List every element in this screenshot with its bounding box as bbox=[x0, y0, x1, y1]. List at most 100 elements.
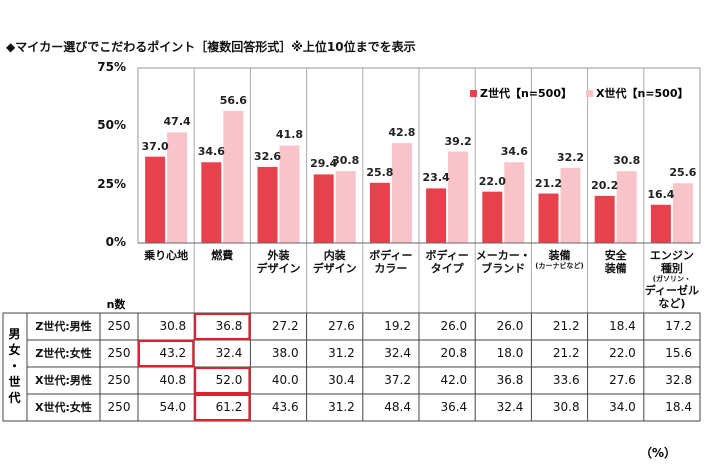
table-cell: 36.8 bbox=[496, 373, 524, 387]
bar-value-label: 30.8 bbox=[613, 154, 641, 168]
bar-x bbox=[448, 151, 469, 243]
bar-z bbox=[426, 188, 447, 243]
n-header: n数 bbox=[106, 298, 126, 311]
table-cell: 20.8 bbox=[440, 346, 468, 360]
y-tick-label: 25% bbox=[97, 176, 126, 191]
table-cell: 21.2 bbox=[552, 346, 580, 360]
category-line: ディーゼルなど) bbox=[644, 284, 699, 310]
category-line: デザイン bbox=[256, 262, 301, 275]
table-cell: 54.0 bbox=[159, 400, 187, 414]
bar-value-label: 47.4 bbox=[163, 115, 191, 129]
table-cell: 61.2 bbox=[215, 400, 243, 414]
bar-value-label: 34.6 bbox=[197, 145, 225, 159]
table-cell: 32.4 bbox=[496, 400, 524, 414]
bar-x bbox=[560, 167, 581, 243]
legend-item: X世代【n=500】 bbox=[586, 82, 689, 101]
category-line: ボディー bbox=[425, 249, 469, 262]
highlight-box bbox=[194, 313, 251, 340]
table-cell: 30.4 bbox=[328, 373, 355, 387]
category-header: 乗り心地 bbox=[138, 249, 194, 262]
bar-value-label: 22.0 bbox=[478, 174, 506, 188]
table-cell: 27.2 bbox=[271, 319, 299, 333]
category-header: ボディー カラー bbox=[363, 249, 419, 275]
category-line: 安全 bbox=[604, 249, 627, 262]
table-cell: 36.8 bbox=[215, 319, 243, 333]
bar-z bbox=[369, 182, 390, 243]
table-cell: 17.2 bbox=[665, 319, 692, 333]
bar-z bbox=[650, 204, 671, 243]
table-cell: 18.4 bbox=[609, 319, 636, 333]
table-cell: 19.2 bbox=[384, 319, 411, 333]
category-header: 装備 (カーナビなど) bbox=[531, 249, 587, 271]
row-n: 250 bbox=[107, 319, 131, 333]
table-cell: 32.4 bbox=[215, 346, 243, 360]
table-cell: 26.0 bbox=[440, 319, 468, 333]
bar-z bbox=[145, 156, 166, 243]
bar-value-label: 21.2 bbox=[534, 176, 563, 190]
table-cell: 18.4 bbox=[665, 400, 692, 414]
category-line: ボディー bbox=[369, 249, 413, 262]
table-cell: 34.0 bbox=[609, 400, 636, 414]
row-n: 250 bbox=[107, 373, 131, 387]
bar-value-label: 37.0 bbox=[141, 139, 169, 153]
category-line: 装備 bbox=[548, 249, 571, 262]
highlight-box bbox=[138, 340, 195, 367]
table-cell: 43.2 bbox=[159, 346, 187, 360]
bar-x bbox=[335, 171, 356, 243]
bar-value-label: 25.6 bbox=[669, 166, 697, 180]
legend: Z世代【n=500】 X世代【n=500】 bbox=[470, 82, 703, 101]
category-line: (ガソリン・ bbox=[652, 275, 691, 283]
table-cell: 30.8 bbox=[552, 400, 580, 414]
legend-swatch bbox=[470, 90, 477, 97]
table-cell: 52.0 bbox=[215, 373, 243, 387]
y-tick-label: 0% bbox=[105, 235, 126, 249]
bar-value-label: 16.4 bbox=[647, 187, 675, 201]
legend-label: Z世代【n=500】 bbox=[480, 87, 572, 100]
table-cell: 33.6 bbox=[552, 373, 580, 387]
unit-label: （%） bbox=[640, 446, 677, 460]
chart-title: ◆マイカー選びでこだわるポイント［複数回答形式］※上位10位までを表示 bbox=[6, 40, 416, 54]
table-cell: 48.4 bbox=[384, 400, 411, 414]
table-cell: 32.8 bbox=[665, 373, 692, 387]
category-header: 外装 デザイン bbox=[250, 249, 306, 275]
category-line: 内装 bbox=[323, 249, 346, 262]
category-line: カラー bbox=[374, 262, 408, 275]
row-label: X世代:男性 bbox=[35, 374, 92, 387]
legend-label: X世代【n=500】 bbox=[596, 87, 689, 100]
table-cell: 27.6 bbox=[609, 373, 636, 387]
bar-value-label: 42.8 bbox=[388, 126, 416, 140]
table-cell: 32.4 bbox=[384, 346, 411, 360]
table-cell: 43.6 bbox=[271, 400, 299, 414]
category-line: タイプ bbox=[430, 262, 464, 275]
category-line: (カーナビなど) bbox=[535, 262, 584, 270]
bar-x bbox=[279, 145, 300, 243]
row-n: 250 bbox=[107, 400, 131, 414]
category-line: 装備 bbox=[604, 262, 627, 275]
category-line: 種別 bbox=[660, 262, 683, 275]
bar-x bbox=[391, 143, 412, 243]
bar-x bbox=[672, 183, 693, 243]
category-header: 安全 装備 bbox=[588, 249, 644, 275]
bar-value-label: 32.6 bbox=[253, 149, 282, 163]
category-header: メーカー・ ブランド bbox=[475, 249, 531, 275]
bar-value-label: 32.2 bbox=[556, 150, 585, 164]
bar-z bbox=[594, 195, 615, 243]
category-header: エンジン 種別 (ガソリン・ ディーゼルなど) bbox=[644, 249, 700, 310]
table-cell: 15.6 bbox=[665, 346, 692, 360]
legend-item: Z世代【n=500】 bbox=[470, 82, 572, 101]
table-cell: 30.8 bbox=[159, 319, 187, 333]
table-cell: 27.6 bbox=[328, 319, 355, 333]
bar-z bbox=[313, 174, 334, 243]
bar-z bbox=[257, 166, 278, 243]
bar-value-label: 29.4 bbox=[310, 157, 338, 171]
bar-value-label: 23.4 bbox=[422, 171, 450, 185]
bar-x bbox=[167, 132, 188, 243]
bar-value-label: 20.2 bbox=[591, 178, 619, 192]
table-cell: 31.2 bbox=[328, 346, 355, 360]
bar-value-label: 41.8 bbox=[275, 128, 304, 142]
bar-x bbox=[223, 110, 244, 243]
category-header: 燃費 bbox=[194, 249, 250, 262]
bar-value-label: 34.6 bbox=[500, 145, 528, 159]
category-line: 外装 bbox=[267, 249, 290, 262]
